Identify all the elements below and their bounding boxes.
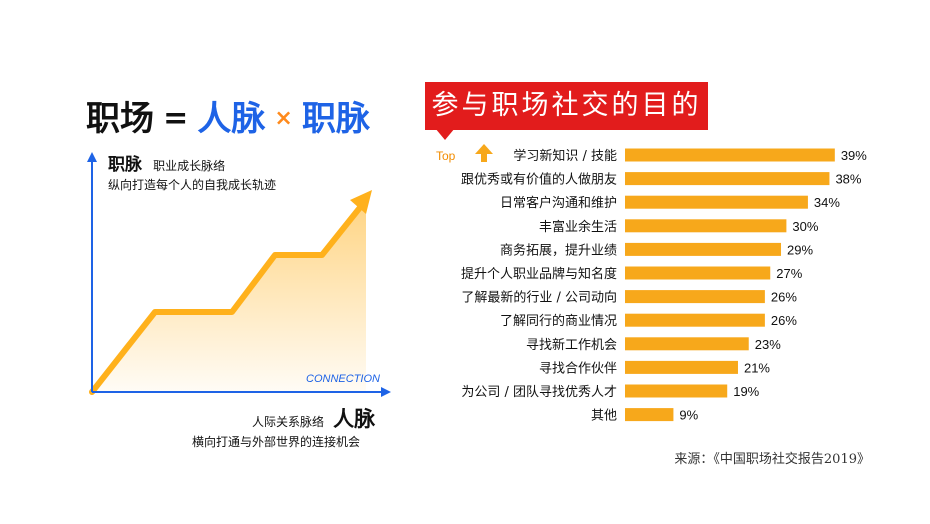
bar — [625, 266, 771, 280]
bar — [625, 384, 728, 398]
bar — [625, 148, 835, 162]
connection-label: CONNECTION — [306, 373, 380, 385]
headline-times: × — [274, 106, 293, 131]
headline-word-2: 人脉 — [197, 99, 266, 139]
bar — [625, 313, 765, 327]
category-label: 为公司 / 团队寻找优秀人才 — [461, 385, 617, 400]
value-label: 39% — [841, 148, 867, 163]
bar — [625, 242, 782, 256]
value-label: 19% — [733, 384, 759, 399]
category-label: 了解最新的行业 / 公司动向 — [461, 290, 617, 306]
category-label: 学习新知识 / 技能 — [513, 148, 617, 164]
headline-word-3: 职脉 — [301, 99, 370, 139]
category-label: 商务拓展，提升业绩 — [500, 242, 617, 258]
bar — [625, 360, 738, 374]
value-label: 23% — [755, 337, 781, 352]
horizontal-labels: 人际关系脉络 人脉 — [252, 403, 375, 433]
bar — [625, 408, 674, 422]
bar — [625, 337, 749, 351]
bar — [625, 219, 787, 233]
value-label: 9% — [679, 408, 698, 423]
horizontal-subtitle: 人际关系脉络 — [252, 415, 325, 429]
top-arrow-icon — [475, 144, 493, 162]
chart-title: 参与职场社交的目的 — [431, 90, 702, 121]
bar — [625, 195, 808, 209]
growth-line — [89, 202, 365, 395]
horizontal-description: 横向打通与外部世界的连接机会 — [192, 435, 361, 449]
title-banner — [425, 82, 708, 130]
bar-chart: Top 学习新知识 / 技能 39% 跟优秀或有价值的人做朋友 38% 日常客户沟通和维… — [436, 144, 867, 424]
growth-arrowhead — [350, 190, 372, 214]
value-label: 26% — [771, 290, 797, 305]
horizontal-title: 人脉 — [333, 407, 376, 431]
category-label: 其他 — [591, 409, 617, 424]
bar — [625, 290, 765, 304]
headline: 职场 = 人脉 × 职脉 — [86, 96, 370, 142]
category-label: 跟优秀或有价值的人做朋友 — [461, 172, 617, 188]
x-axis-arrow-icon — [381, 387, 391, 397]
vertical-description: 纵向打造每个人的自我成长轨迹 — [108, 178, 277, 192]
category-label: 丰富业余生活 — [539, 219, 617, 235]
bars-group: 学习新知识 / 技能 39% 跟优秀或有价值的人做朋友 38% 日常客户沟通和维护 34%… — [461, 148, 867, 424]
vertical-labels: 职脉 职业成长脉络 — [108, 150, 225, 175]
source-note: 来源：《中国职场社交报告2019》 — [674, 452, 870, 467]
right-panel: 参与职场社交的目的 Top 学习新知识 / 技能 39% 跟优秀或有价值的人做朋友 3… — [410, 0, 930, 524]
category-label: 日常客户沟通和维护 — [500, 195, 617, 211]
value-label: 30% — [792, 219, 818, 234]
growth-area — [92, 200, 366, 392]
title-pointer — [435, 128, 455, 140]
y-axis-arrow-icon — [87, 152, 97, 162]
value-label: 26% — [771, 313, 797, 328]
value-label: 27% — [776, 266, 802, 281]
headline-equals: = — [163, 101, 189, 136]
value-label: 34% — [814, 195, 840, 210]
left-panel: 职场 = 人脉 × 职脉 CONNECTION 职脉 职业成长脉络 纵向打造每个… — [0, 0, 410, 524]
value-label: 38% — [835, 172, 861, 187]
headline-word-1: 职场 — [86, 99, 154, 139]
top-badge: Top — [436, 149, 456, 163]
category-label: 了解同行的商业情况 — [500, 313, 617, 329]
value-label: 21% — [744, 360, 770, 375]
category-label: 寻找新工作机会 — [526, 337, 617, 353]
category-label: 提升个人职业品牌与知名度 — [461, 266, 617, 282]
bar — [625, 172, 830, 186]
vertical-title: 职脉 — [108, 155, 142, 175]
growth-diagram: CONNECTION — [87, 152, 391, 397]
value-label: 29% — [787, 242, 813, 257]
vertical-subtitle: 职业成长脉络 — [153, 159, 226, 173]
category-label: 寻找合作伙伴 — [539, 361, 617, 376]
